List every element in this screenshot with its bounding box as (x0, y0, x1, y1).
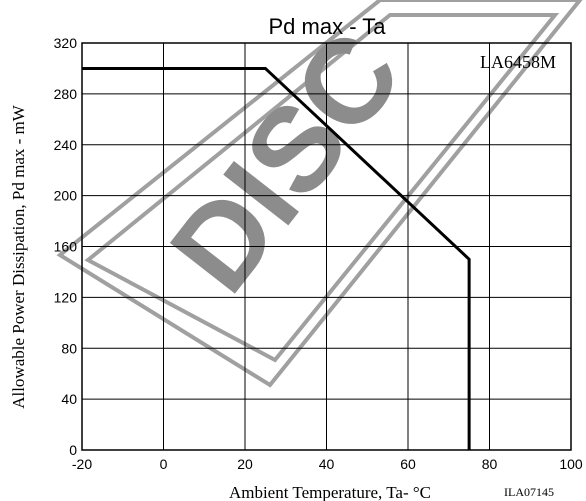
series-layer (82, 66, 471, 450)
y-tick-label: 200 (54, 188, 78, 204)
x-tick-label: 80 (482, 456, 498, 472)
svg-text:DISC: DISC (145, 8, 427, 316)
watermark-text: DISC (145, 8, 427, 316)
footer-code: ILA07145 (504, 485, 554, 499)
x-tick-label: 40 (319, 456, 335, 472)
chart-title: Pd max - Ta (269, 14, 387, 39)
x-tick-label: 0 (160, 456, 168, 472)
y-tick-label: 240 (54, 137, 78, 153)
y-tick-labels: 0 40 80 120 160 200 240 280 320 (54, 35, 78, 458)
watermark (56, 0, 583, 388)
x-tick-label: 20 (237, 456, 253, 472)
x-tick-label: -20 (72, 456, 92, 472)
y-tick-label: 280 (54, 86, 78, 102)
grid (81, 42, 572, 451)
x-axis-label: Ambient Temperature, Ta- °C (229, 483, 431, 501)
x-tick-label: 100 (559, 456, 583, 472)
y-axis-label: Allowable Power Dissipation, Pd max - mW (9, 104, 28, 409)
part-number-annotation: LA6458M (480, 52, 556, 72)
y-tick-label: 80 (61, 340, 77, 356)
y-tick-label: 0 (69, 442, 77, 458)
plot-frame (81, 42, 572, 451)
y-tick-label: 120 (54, 289, 78, 305)
y-tick-label: 160 (54, 239, 78, 255)
y-tick-label: 320 (54, 35, 78, 51)
series-line (82, 66, 471, 450)
x-tick-labels: -20 0 20 40 60 80 100 (72, 456, 583, 472)
x-tick-label: 60 (400, 456, 416, 472)
y-tick-label: 40 (61, 391, 77, 407)
